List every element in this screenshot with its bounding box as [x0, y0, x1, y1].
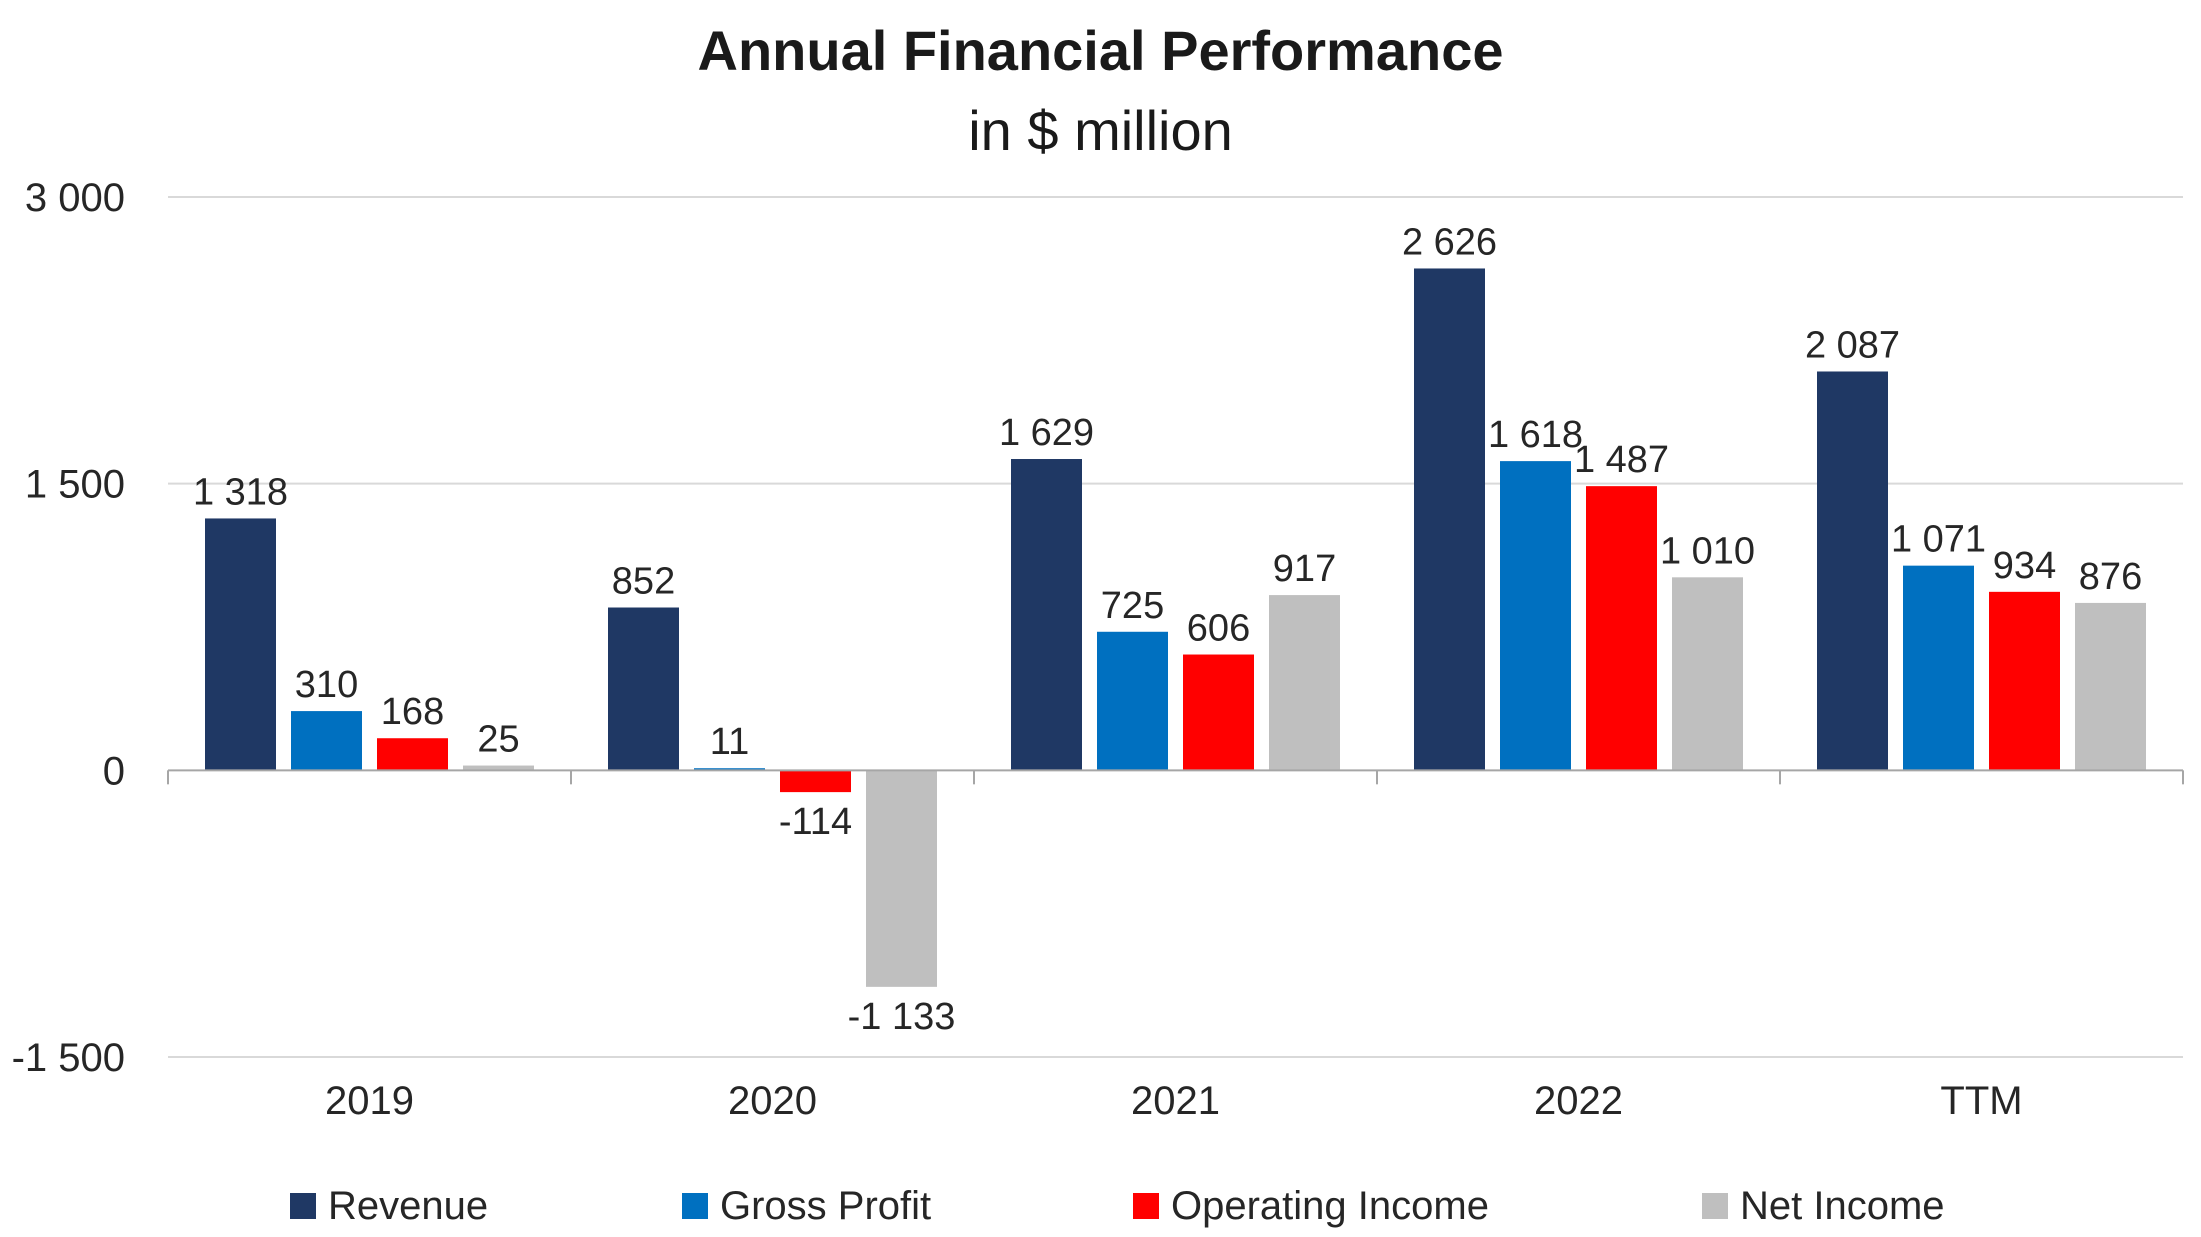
bar	[1011, 459, 1082, 771]
data-label: 11	[710, 721, 749, 763]
data-label: 2 087	[1805, 324, 1900, 366]
bar	[1989, 591, 2060, 771]
bar	[1183, 654, 1254, 771]
data-label: 2 626	[1402, 221, 1497, 263]
x-axis-ticks: 2019 2020 2021 2022 TTM	[325, 1079, 2023, 1123]
bar	[2075, 602, 2146, 771]
data-label: 1 618	[1488, 414, 1583, 456]
data-label: 1 318	[193, 471, 288, 513]
y-axis-ticks: -1 500 0 1 500 3 000	[12, 176, 125, 1080]
x-tick-label: TTM	[1940, 1079, 2022, 1123]
legend-swatch	[1702, 1193, 1728, 1219]
legend-label: Gross Profit	[720, 1183, 932, 1228]
bar	[1269, 595, 1340, 771]
bar	[694, 768, 765, 771]
x-tick-label: 2021	[1131, 1079, 1220, 1123]
legend-item: Revenue	[290, 1184, 488, 1228]
data-label: 876	[2079, 556, 2142, 598]
y-tick-label: 1 500	[25, 463, 125, 507]
y-tick-label: -1 500	[12, 1036, 125, 1080]
y-tick-label: 3 000	[25, 176, 125, 220]
data-label: 168	[381, 691, 444, 733]
x-tick-label: 2022	[1534, 1079, 1623, 1123]
bar	[1903, 565, 1974, 771]
bar	[1097, 631, 1168, 771]
x-axis	[167, 769, 2184, 785]
data-label: 310	[295, 664, 358, 706]
bar	[1672, 577, 1743, 771]
data-label: 917	[1273, 548, 1336, 590]
bar	[780, 770, 851, 793]
bar	[1414, 268, 1485, 771]
data-label: -1 133	[848, 996, 956, 1038]
data-label: 606	[1187, 608, 1250, 650]
bar	[377, 738, 448, 771]
chart-title: Annual Financial Performance	[697, 19, 1504, 82]
legend-swatch	[290, 1193, 316, 1219]
legend-swatch	[682, 1193, 708, 1219]
data-label: 1 071	[1891, 519, 1986, 561]
legend-item: Operating Income	[1133, 1184, 1489, 1228]
legend-label: Net Income	[1740, 1183, 1945, 1228]
legend-item: Net Income	[1702, 1184, 1945, 1228]
y-tick-label: 0	[103, 749, 125, 793]
x-tick-label: 2019	[325, 1079, 414, 1123]
bars	[205, 268, 2146, 987]
data-labels: 1 318 310 168 25 852 11 -114 -1 133 1 629 725 606 9…	[193, 221, 2142, 1037]
data-label: 934	[1993, 545, 2056, 587]
bar	[1500, 461, 1571, 771]
bar	[608, 607, 679, 771]
data-label: 1 487	[1574, 439, 1669, 481]
bar	[205, 518, 276, 771]
x-tick-label: 2020	[728, 1079, 817, 1123]
legend-swatch	[1133, 1193, 1159, 1219]
chart-subtitle: in $ million	[968, 99, 1233, 162]
data-label: 1 629	[999, 412, 1094, 454]
data-label: 725	[1101, 585, 1164, 627]
bar	[463, 765, 534, 771]
data-label: 1 010	[1660, 530, 1755, 572]
data-label: -114	[779, 801, 852, 843]
bar	[866, 770, 937, 987]
legend-label: Revenue	[328, 1183, 489, 1228]
data-label: 25	[477, 719, 519, 761]
legend-item: Gross Profit	[682, 1184, 931, 1228]
bar	[291, 711, 362, 771]
legend-label: Operating Income	[1171, 1183, 1489, 1228]
data-label: 852	[612, 561, 675, 603]
bar	[1817, 371, 1888, 771]
bar	[1586, 486, 1657, 771]
legend: Revenue Gross Profit Operating Income Net I…	[0, 1184, 2201, 1228]
